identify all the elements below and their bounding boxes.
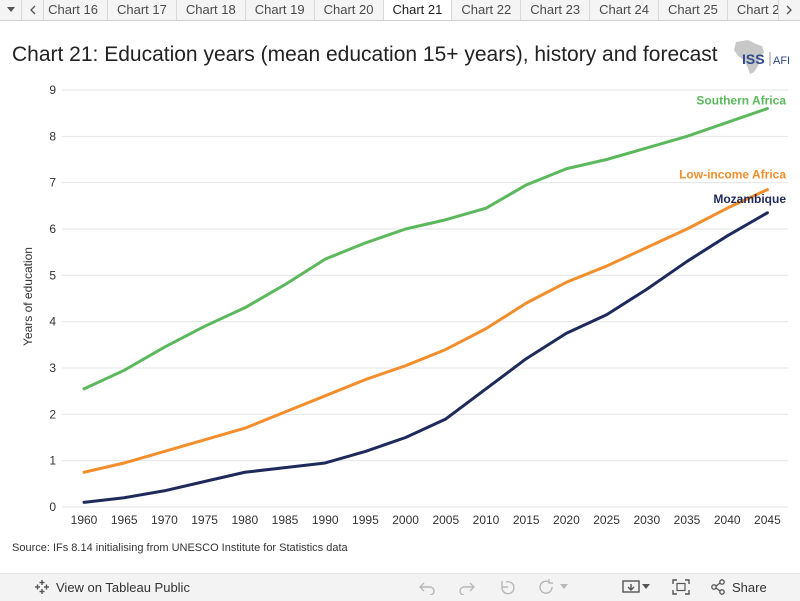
x-tick-label: 2020 [553, 513, 580, 527]
series-label: Mozambique [713, 192, 786, 206]
refresh-icon[interactable] [538, 579, 556, 595]
x-tick-label: 2010 [473, 513, 500, 527]
x-tick-label: 2025 [593, 513, 620, 527]
x-tick-label: 1980 [231, 513, 258, 527]
revert-icon[interactable] [498, 579, 516, 595]
line-chart: 0 1 2 3 4 5 6 7 8 9 Years of education 1960 1965 1970… [21, 83, 788, 527]
y-tick-label: 8 [49, 129, 56, 143]
tableau-toolbar: View on Tableau Public Share [0, 573, 800, 601]
x-tick-label: 1990 [312, 513, 339, 527]
tab-next-button[interactable] [778, 0, 800, 20]
x-tick-label: 1960 [71, 513, 98, 527]
x-tick-label: 1965 [111, 513, 138, 527]
y-tick-label: 2 [49, 407, 56, 421]
y-tick-label: 0 [49, 500, 56, 514]
tab-chart-21[interactable]: Chart 21 [383, 0, 453, 20]
series-label: Southern Africa [696, 94, 786, 108]
tab-chart-25[interactable]: Chart 25 [659, 0, 728, 20]
y-tick-label: 7 [49, 176, 56, 190]
share-button[interactable]: Share [710, 579, 767, 595]
undo-icon[interactable] [418, 579, 436, 595]
tab-prev-button[interactable] [22, 0, 44, 20]
x-tick-label: 2030 [633, 513, 660, 527]
tab-chart-24[interactable]: Chart 24 [590, 0, 659, 20]
y-tick-label: 6 [49, 222, 56, 236]
x-tick-label: 1970 [151, 513, 178, 527]
refresh-dropdown-icon[interactable] [560, 584, 568, 590]
y-tick-label: 3 [49, 361, 56, 375]
tab-menu-button[interactable] [0, 0, 22, 20]
page-title: Chart 21: Education years (mean educatio… [12, 43, 718, 66]
x-tick-label: 1995 [352, 513, 379, 527]
y-tick-label: 4 [49, 315, 56, 329]
x-tick-label: 2000 [392, 513, 419, 527]
tab-strip: Chart 16 Chart 17 Chart 18 Chart 19 Chart 20… [0, 0, 800, 21]
tab-chart-17[interactable]: Chart 17 [108, 0, 177, 20]
series-line-southern-africa [82, 107, 769, 391]
fullscreen-icon[interactable] [672, 579, 690, 595]
share-label: Share [732, 579, 767, 595]
tab-chart-23[interactable]: Chart 23 [521, 0, 591, 20]
download-icon[interactable] [622, 579, 640, 595]
logo-text: ISS [742, 51, 765, 67]
x-tick-label: 2040 [714, 513, 741, 527]
view-on-tableau-label: View on Tableau Public [56, 579, 190, 595]
iss-africa-logo: ISS AFI [734, 40, 790, 74]
y-tick-label: 1 [49, 454, 56, 468]
x-tick-label: 2035 [674, 513, 701, 527]
tab-chart-22[interactable]: Chart 22 [452, 0, 522, 20]
chevron-left-icon [30, 5, 36, 15]
view-on-tableau-public-button[interactable]: View on Tableau Public [34, 579, 190, 595]
source-note: Source: IFs 8.14 initialising from UNESC… [12, 542, 348, 554]
logo-subtext: AFI [773, 55, 790, 67]
tab-list: Chart 16 Chart 17 Chart 18 Chart 19 Chart 20… [44, 0, 797, 20]
tab-chart-20[interactable]: Chart 20 [314, 0, 384, 20]
x-tick-label: 2015 [513, 513, 540, 527]
share-icon [711, 579, 725, 595]
tab-chart-16[interactable]: Chart 16 [44, 0, 108, 20]
caret-down-icon [6, 7, 15, 12]
x-tick-label: 2005 [432, 513, 459, 527]
tab-chart-19[interactable]: Chart 19 [245, 0, 315, 20]
africa-map-icon [734, 40, 764, 74]
x-tick-label: 2045 [754, 513, 781, 527]
tab-chart-18[interactable]: Chart 18 [176, 0, 246, 20]
series-label: Low-income Africa [679, 168, 786, 182]
redo-icon[interactable] [458, 579, 476, 595]
y-tick-label: 9 [49, 83, 56, 97]
series-line-mozambique [82, 211, 769, 504]
chevron-right-icon [786, 5, 792, 15]
x-tick-label: 1985 [272, 513, 299, 527]
y-tick-label: 5 [49, 268, 56, 282]
download-dropdown-icon[interactable] [642, 584, 650, 590]
x-tick-label: 1975 [191, 513, 218, 527]
tableau-icon [35, 580, 49, 594]
series-line-low-income-africa [82, 188, 769, 474]
y-axis-title: Years of education [21, 247, 35, 346]
